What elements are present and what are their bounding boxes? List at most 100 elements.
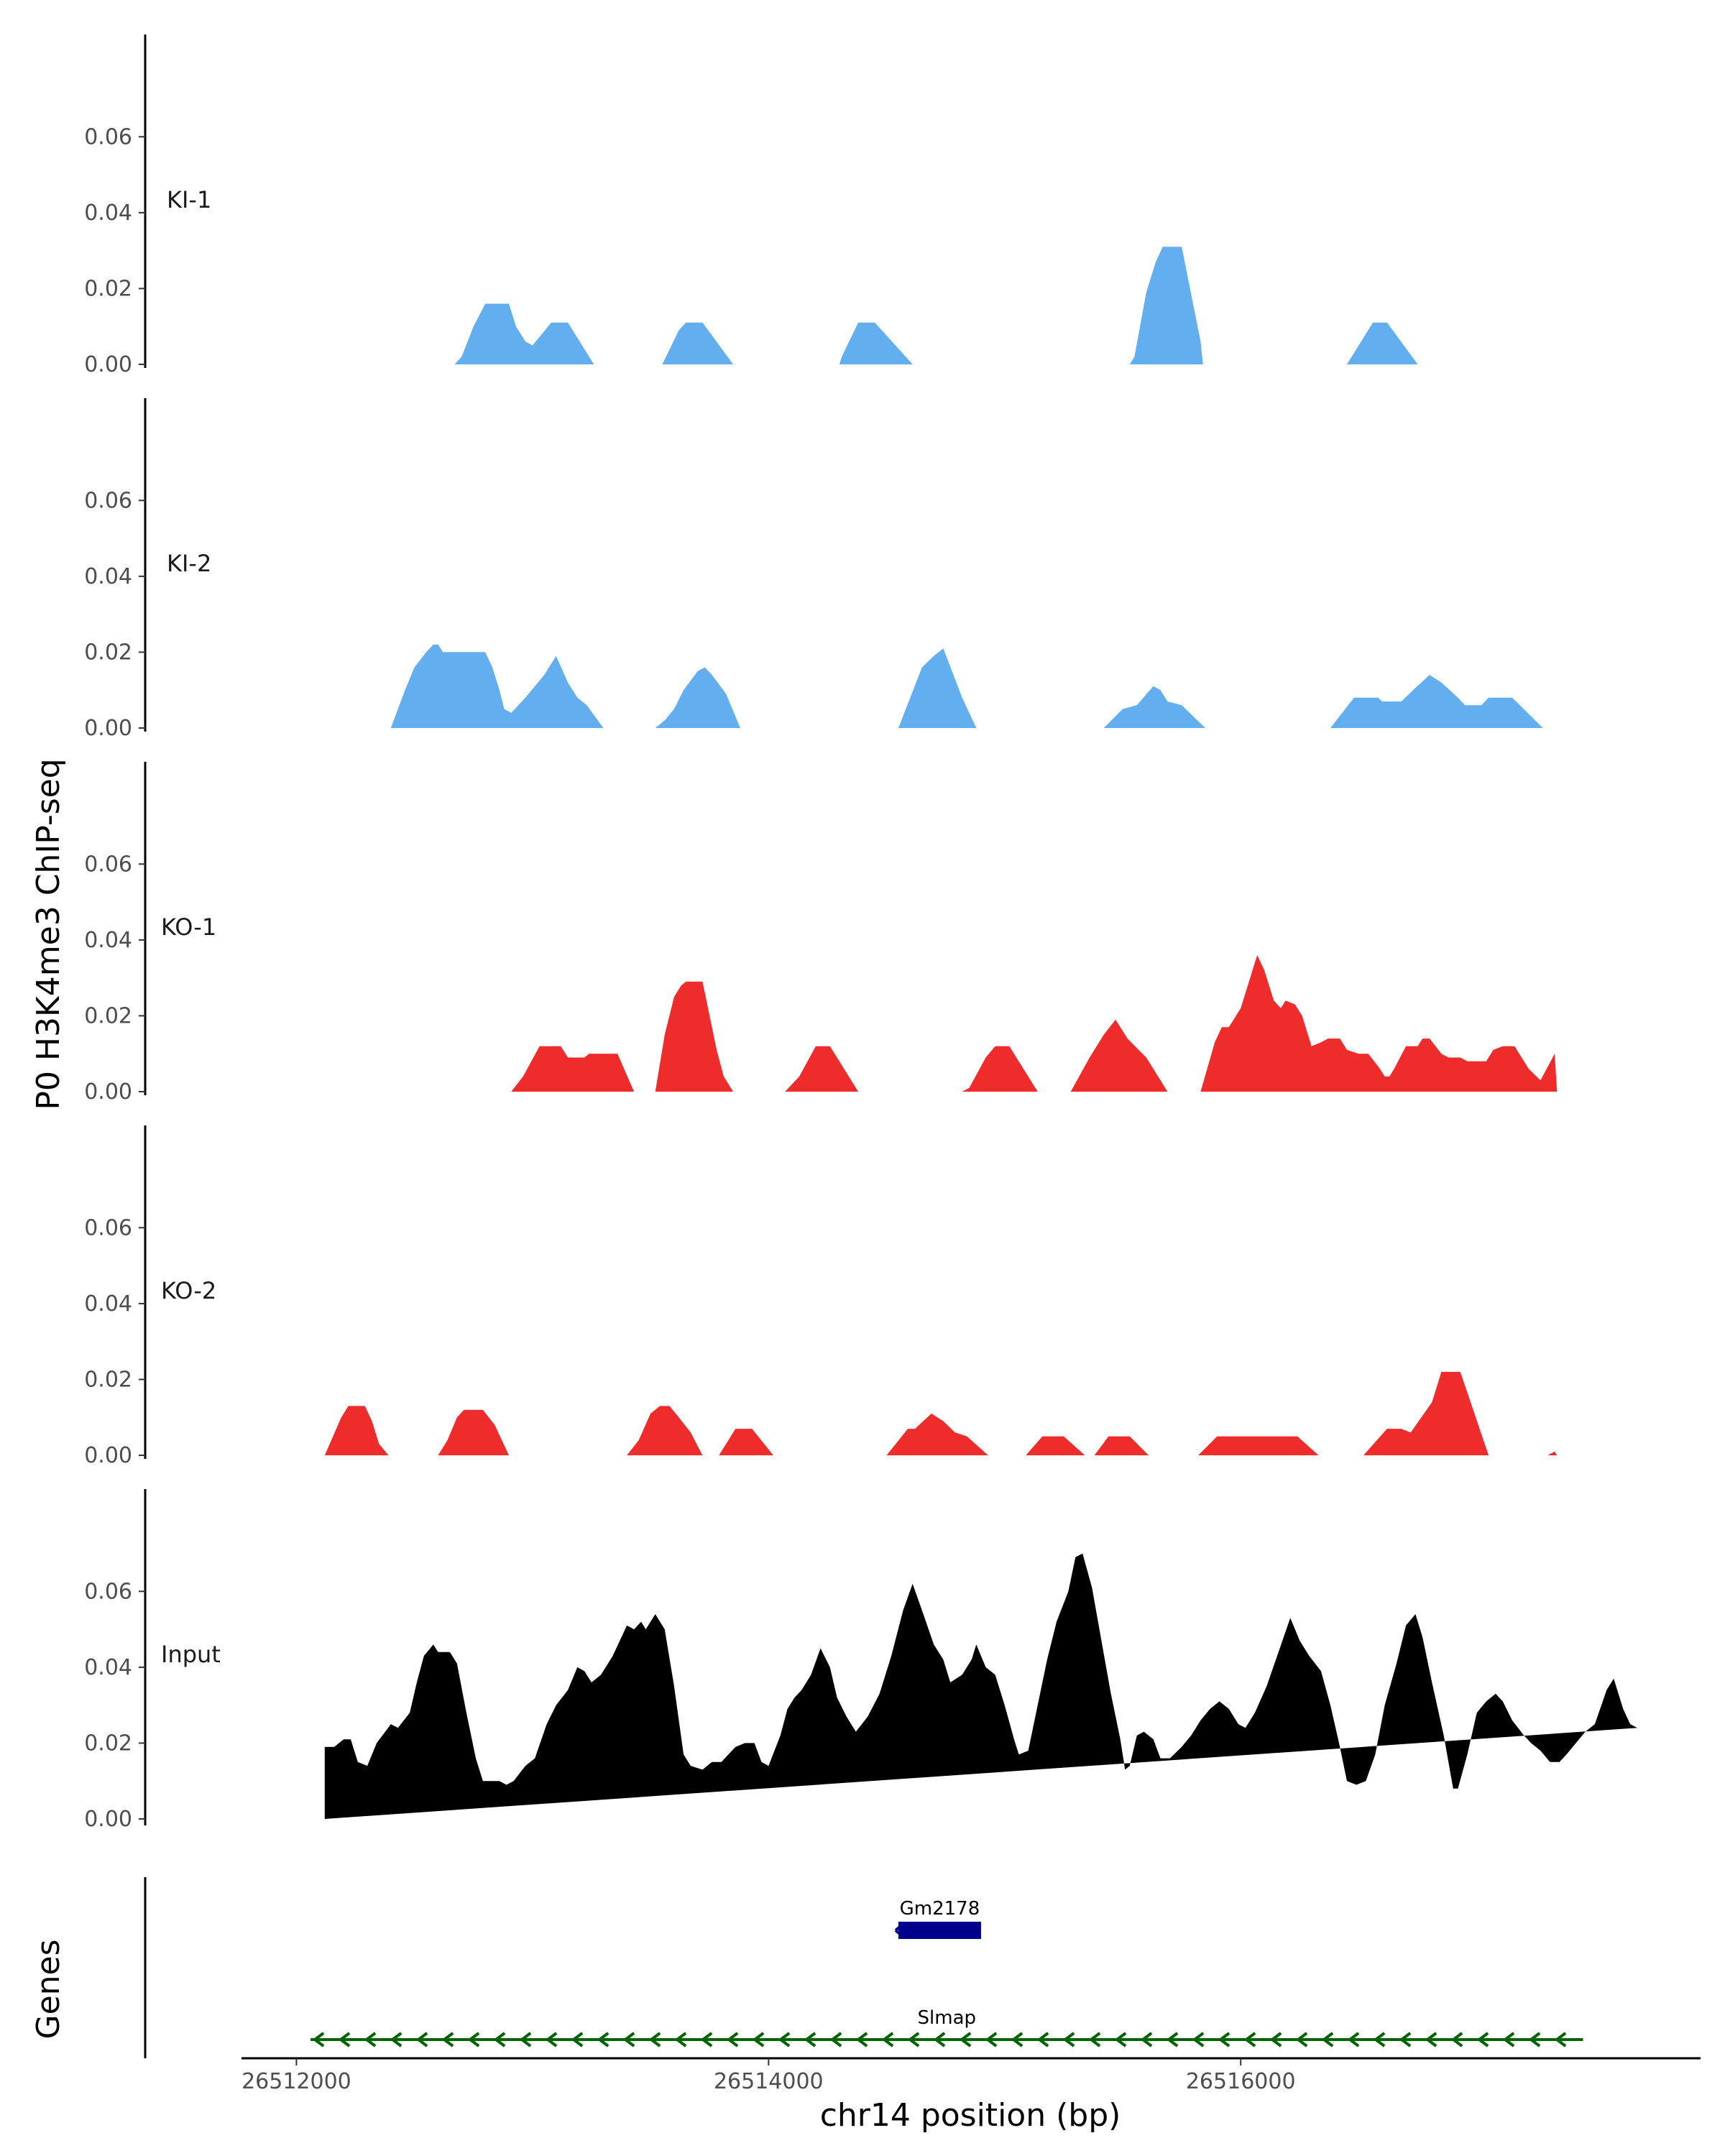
signal-area <box>511 955 1558 1092</box>
y-tick-label: 0.06 <box>84 1579 132 1604</box>
track-label: KO-1 <box>161 913 216 941</box>
strand-arrow <box>417 2032 428 2047</box>
y-tick-label: 0.04 <box>84 201 132 226</box>
x-tick-label: 26516000 <box>1186 2069 1296 2094</box>
x-axis: 26512000 26514000 26516000 <box>242 2057 1701 2094</box>
y-tick-label: 0.04 <box>84 1291 132 1317</box>
strand-arrow <box>1271 2032 1282 2047</box>
strand-arrow <box>1374 2032 1386 2047</box>
strand-arrow <box>313 2032 325 2047</box>
strand-arrow <box>443 2032 454 2047</box>
strand-arrow <box>857 2032 868 2047</box>
strand-arrow <box>1452 2032 1463 2047</box>
strand-arrow <box>1038 2032 1049 2047</box>
strand-arrow <box>831 2032 842 2047</box>
strand-arrow <box>1400 2032 1412 2047</box>
strand-arrow <box>960 2032 972 2047</box>
y-tick-label: 0.02 <box>84 1003 132 1028</box>
y-tick-label: 0.04 <box>84 564 132 589</box>
signal-area <box>324 1553 1637 1819</box>
strand-arrow <box>1297 2032 1308 2047</box>
y-tick-label: 0.00 <box>84 716 132 741</box>
y-tick-label: 0.06 <box>84 852 132 877</box>
strand-arrow <box>779 2032 791 2047</box>
strand-arrow <box>702 2032 713 2047</box>
strand-arrow <box>986 2032 998 2047</box>
strand-arrow <box>624 2032 635 2047</box>
track-label: KI-2 <box>167 550 211 577</box>
y-tick-label: 0.02 <box>84 276 132 301</box>
strand-arrow <box>572 2032 584 2047</box>
x-tick-label: 26514000 <box>714 2069 824 2094</box>
strand-arrow <box>1219 2032 1230 2047</box>
strand-arrow <box>676 2032 687 2047</box>
strand-arrow <box>520 2032 532 2047</box>
y-tick-label: 0.02 <box>84 640 132 665</box>
strand-arrow <box>494 2032 506 2047</box>
signal-area <box>324 1371 1558 1455</box>
strand-arrow <box>650 2032 661 2047</box>
strand-arrow <box>883 2032 894 2047</box>
y-tick-label: 0.00 <box>84 352 132 377</box>
gene-body <box>898 1922 981 1939</box>
x-tick-label: 26512000 <box>242 2069 351 2094</box>
strand-arrow <box>339 2032 351 2047</box>
track-ki-2: 0.00 0.02 0.04 0.06 KI-2 <box>84 398 1543 741</box>
strand-arrow <box>1012 2032 1024 2047</box>
strand-arrow <box>598 2032 610 2047</box>
strand-arrow <box>1116 2032 1127 2047</box>
track-ki-1: 0.00 0.02 0.04 0.06 KI-1 <box>84 34 1418 377</box>
signal-area <box>454 247 1418 364</box>
track-label: KI-1 <box>167 186 211 213</box>
strand-arrow <box>1322 2032 1334 2047</box>
strand-arrow <box>1426 2032 1438 2047</box>
strand-arrow <box>391 2032 402 2047</box>
strand-arrow <box>1090 2032 1101 2047</box>
genes-axis-title: Genes <box>30 1939 67 2039</box>
track-ko-1: 0.00 0.02 0.04 0.06 KO-1 <box>84 762 1558 1105</box>
y-tick-label: 0.06 <box>84 488 132 513</box>
strand-arrow <box>546 2032 558 2047</box>
strand-arrow <box>1478 2032 1489 2047</box>
track-ko-2: 0.00 0.02 0.04 0.06 KO-2 <box>84 1125 1558 1468</box>
y-tick-label: 0.06 <box>84 124 132 149</box>
strand-arrow <box>1530 2032 1541 2047</box>
y-tick-label: 0.00 <box>84 1443 132 1468</box>
signal-tracks: 0.00 0.02 0.04 0.06 KI-1 0.00 0.02 0.04 0.06 KI-2… <box>84 34 1637 1832</box>
y-tick-label: 0.04 <box>84 1655 132 1680</box>
strand-arrow <box>894 1922 906 1939</box>
y-tick-label: 0.06 <box>84 1215 132 1240</box>
y-tick-label: 0.00 <box>84 1079 132 1105</box>
gene-track: Gm2178 Slmap <box>144 1877 1583 2058</box>
strand-arrow <box>1141 2032 1153 2047</box>
strand-arrow <box>805 2032 816 2047</box>
gene-gm2178: Gm2178 <box>894 1898 981 1939</box>
gene-label: Gm2178 <box>900 1898 980 1920</box>
strand-arrow <box>365 2032 377 2047</box>
strand-arrow <box>1504 2032 1515 2047</box>
y-tick-label: 0.00 <box>84 1807 132 1832</box>
x-axis-title: chr14 position (bp) <box>820 2097 1121 2134</box>
track-input: 0.00 0.02 0.04 0.06 Input <box>84 1489 1637 1832</box>
strand-arrow <box>1193 2032 1205 2047</box>
track-label: Input <box>161 1641 221 1668</box>
signal-area <box>390 644 1543 728</box>
strand-arrow <box>727 2032 739 2047</box>
strand-arrow <box>1245 2032 1256 2047</box>
strand-arrow <box>1555 2032 1567 2047</box>
y-tick-label: 0.04 <box>84 928 132 953</box>
gene-label: Slmap <box>918 2007 977 2029</box>
strand-arrow <box>1064 2032 1075 2047</box>
y-tick-label: 0.02 <box>84 1731 132 1756</box>
strand-arrow <box>753 2032 765 2047</box>
track-label: KO-2 <box>161 1277 216 1304</box>
strand-arrow <box>469 2032 480 2047</box>
strand-arrow <box>1167 2032 1179 2047</box>
y-tick-label: 0.02 <box>84 1367 132 1392</box>
y-axis-title: P0 H3K4me3 ChIP-seq <box>30 758 67 1110</box>
gene-slmap: Slmap <box>310 2007 1583 2047</box>
strand-arrow <box>1348 2032 1360 2047</box>
strand-arrow <box>908 2032 920 2047</box>
strand-arrow <box>934 2032 946 2047</box>
